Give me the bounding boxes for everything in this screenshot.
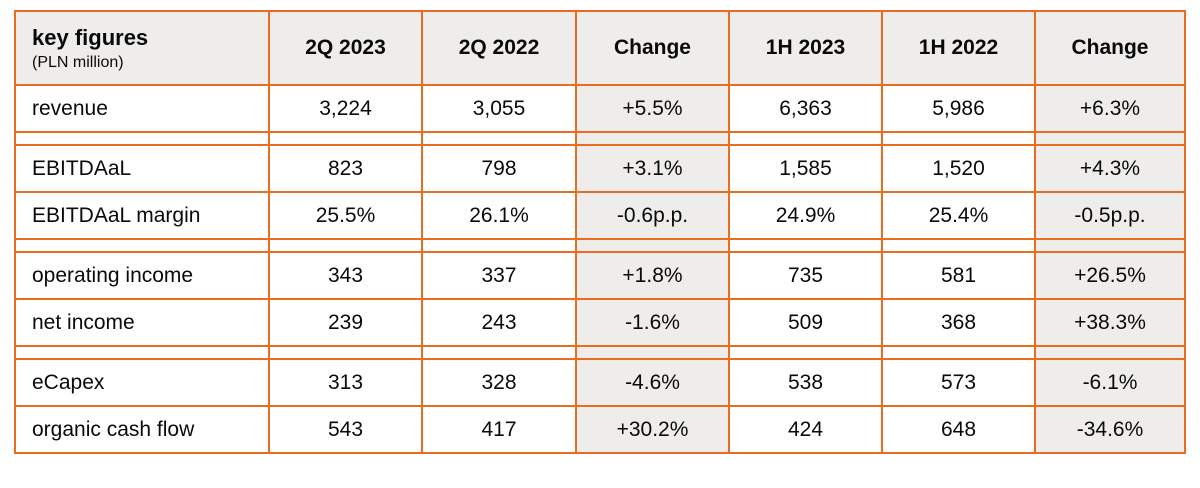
spacer-row xyxy=(14,345,1186,360)
spacer-cell xyxy=(421,131,577,146)
cell-change: +6.3% xyxy=(1034,84,1186,133)
header-row: key figures (PLN million) 2Q 2023 2Q 202… xyxy=(14,10,1186,86)
cell-change: -0.6p.p. xyxy=(575,191,730,240)
cell-value: 6,363 xyxy=(728,84,883,133)
cell-value: 368 xyxy=(881,298,1036,347)
table-row-organic-cash-flow: organic cash flow 543 417 +30.2% 424 648… xyxy=(14,405,1186,454)
cell-value: 648 xyxy=(881,405,1036,454)
spacer-cell xyxy=(1034,238,1186,253)
col-header-1h2022: 1H 2022 xyxy=(881,10,1036,86)
spacer-cell xyxy=(1034,131,1186,146)
spacer-cell xyxy=(575,345,730,360)
cell-change: +1.8% xyxy=(575,251,730,300)
cell-value: 1,520 xyxy=(881,144,1036,193)
cell-change: +3.1% xyxy=(575,144,730,193)
cell-value: 823 xyxy=(268,144,423,193)
cell-value: 239 xyxy=(268,298,423,347)
table-units: (PLN million) xyxy=(32,54,124,72)
col-header-change-q: Change xyxy=(575,10,730,86)
spacer-cell xyxy=(728,345,883,360)
table-row-ebitdaal: EBITDAaL 823 798 +3.1% 1,585 1,520 +4.3% xyxy=(14,144,1186,193)
spacer-cell xyxy=(421,238,577,253)
cell-change: +4.3% xyxy=(1034,144,1186,193)
col-header-1h2023: 1H 2023 xyxy=(728,10,883,86)
spacer-row xyxy=(14,131,1186,146)
cell-value: 337 xyxy=(421,251,577,300)
table-row-operating-income: operating income 343 337 +1.8% 735 581 +… xyxy=(14,251,1186,300)
cell-value: 543 xyxy=(268,405,423,454)
spacer-cell xyxy=(421,345,577,360)
cell-value: 417 xyxy=(421,405,577,454)
spacer-cell xyxy=(881,131,1036,146)
row-label: revenue xyxy=(14,84,270,133)
table-title: key figures xyxy=(32,24,149,50)
key-figures-table: key figures (PLN million) 2Q 2023 2Q 202… xyxy=(14,10,1186,454)
cell-value: 3,224 xyxy=(268,84,423,133)
cell-value: 26.1% xyxy=(421,191,577,240)
col-header-2q2022: 2Q 2022 xyxy=(421,10,577,86)
cell-value: 735 xyxy=(728,251,883,300)
row-label: eCapex xyxy=(14,358,270,407)
spacer-cell xyxy=(881,345,1036,360)
row-label: EBITDAaL xyxy=(14,144,270,193)
cell-value: 538 xyxy=(728,358,883,407)
cell-value: 313 xyxy=(268,358,423,407)
spacer-cell xyxy=(14,131,270,146)
row-label: net income xyxy=(14,298,270,347)
cell-change: +5.5% xyxy=(575,84,730,133)
spacer-cell xyxy=(268,131,423,146)
cell-value: 328 xyxy=(421,358,577,407)
table-row-net-income: net income 239 243 -1.6% 509 368 +38.3% xyxy=(14,298,1186,347)
spacer-cell xyxy=(881,238,1036,253)
cell-change: -1.6% xyxy=(575,298,730,347)
spacer-cell xyxy=(268,238,423,253)
cell-value: 509 xyxy=(728,298,883,347)
cell-change: -0.5p.p. xyxy=(1034,191,1186,240)
spacer-cell xyxy=(14,345,270,360)
cell-value: 3,055 xyxy=(421,84,577,133)
spacer-cell xyxy=(575,238,730,253)
cell-value: 25.5% xyxy=(268,191,423,240)
cell-value: 798 xyxy=(421,144,577,193)
cell-value: 581 xyxy=(881,251,1036,300)
cell-value: 424 xyxy=(728,405,883,454)
cell-change: -4.6% xyxy=(575,358,730,407)
table-row-ebitdaal-margin: EBITDAaL margin 25.5% 26.1% -0.6p.p. 24.… xyxy=(14,191,1186,240)
cell-value: 1,585 xyxy=(728,144,883,193)
cell-value: 343 xyxy=(268,251,423,300)
spacer-cell xyxy=(728,131,883,146)
col-header-change-h: Change xyxy=(1034,10,1186,86)
row-label: operating income xyxy=(14,251,270,300)
row-label: EBITDAaL margin xyxy=(14,191,270,240)
cell-value: 243 xyxy=(421,298,577,347)
cell-value: 5,986 xyxy=(881,84,1036,133)
spacer-row xyxy=(14,238,1186,253)
cell-change: -34.6% xyxy=(1034,405,1186,454)
cell-value: 25.4% xyxy=(881,191,1036,240)
table-row-revenue: revenue 3,224 3,055 +5.5% 6,363 5,986 +6… xyxy=(14,84,1186,133)
row-label: organic cash flow xyxy=(14,405,270,454)
cell-change: +38.3% xyxy=(1034,298,1186,347)
cell-change: +26.5% xyxy=(1034,251,1186,300)
col-header-2q2023: 2Q 2023 xyxy=(268,10,423,86)
spacer-cell xyxy=(1034,345,1186,360)
cell-change: -6.1% xyxy=(1034,358,1186,407)
spacer-cell xyxy=(575,131,730,146)
cell-value: 24.9% xyxy=(728,191,883,240)
spacer-cell xyxy=(14,238,270,253)
spacer-cell xyxy=(728,238,883,253)
cell-value: 573 xyxy=(881,358,1036,407)
spacer-cell xyxy=(268,345,423,360)
cell-change: +30.2% xyxy=(575,405,730,454)
table-row-ecapex: eCapex 313 328 -4.6% 538 573 -6.1% xyxy=(14,358,1186,407)
table-title-cell: key figures (PLN million) xyxy=(14,10,270,86)
